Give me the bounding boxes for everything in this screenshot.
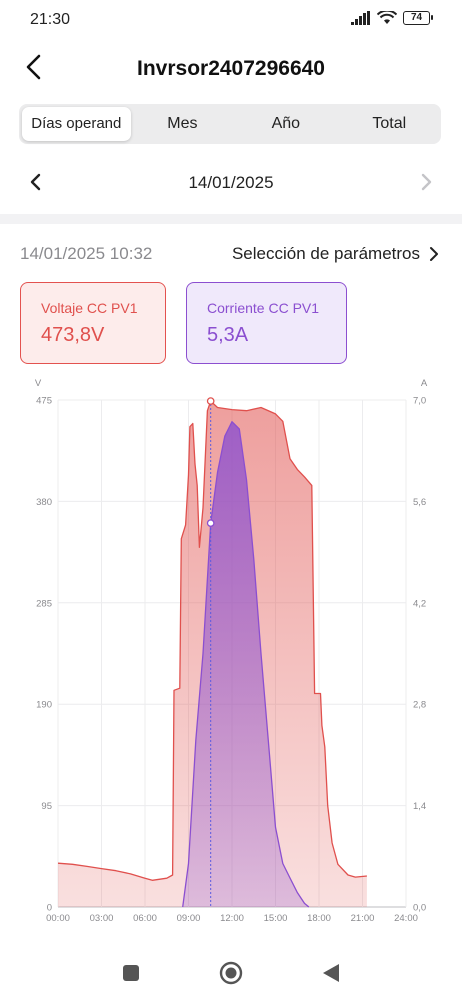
series-line-current: [182, 421, 310, 908]
left-axis-tick: 285: [36, 598, 52, 609]
x-axis-tick: 21:00: [351, 913, 375, 924]
left-axis-tick: 0: [47, 903, 52, 914]
left-axis-tick: 95: [41, 801, 52, 812]
status-icons: 74: [351, 11, 433, 25]
left-axis-tick: 380: [36, 497, 52, 508]
wifi-icon: [377, 11, 397, 24]
voltage-card[interactable]: Voltaje CC PV1 473,8V: [20, 282, 166, 364]
pv-chart[interactable]: V A 0 0,0 95 1,4 190 2,8 285 4,2 380 5,6 475 7,0 00:00…: [0, 372, 462, 932]
cursor-point-current: [206, 519, 215, 527]
cursor-point-voltage: [206, 397, 215, 405]
voltage-card-title: Voltaje CC PV1: [41, 300, 138, 316]
signal-icon: [351, 11, 370, 25]
x-axis-tick: 18:00: [307, 913, 331, 924]
cursor-timestamp: 14/01/2025 10:32: [20, 244, 153, 263]
system-navigation-bar: [0, 946, 462, 1000]
x-axis-tick: 09:00: [177, 913, 201, 924]
recent-apps-icon[interactable]: [118, 960, 144, 986]
x-axis-tick: 03:00: [90, 913, 114, 924]
next-date-icon[interactable]: [414, 170, 438, 194]
back-nav-icon[interactable]: [318, 960, 344, 986]
status-bar: 21:30 74: [0, 0, 462, 40]
x-axis-tick: 12:00: [220, 913, 244, 924]
x-axis-tick: 00:00: [46, 913, 70, 924]
right-axis-tick: 4,2: [413, 598, 426, 609]
date-navigation: 14/01/2025: [0, 160, 462, 204]
tab-ano[interactable]: Año: [271, 115, 301, 132]
series-line-voltage: [57, 400, 367, 881]
right-axis-tick: 2,8: [413, 700, 426, 711]
x-axis-tick: 06:00: [133, 913, 157, 924]
voltage-card-value: 473,8V: [41, 324, 105, 346]
period-tabs: Días operand Mes Año Total: [19, 104, 441, 144]
chevron-right-icon: [430, 247, 438, 261]
header: Invrsor2407296640: [0, 40, 462, 96]
date-label[interactable]: 14/01/2025: [188, 173, 274, 192]
back-icon[interactable]: [20, 52, 50, 82]
current-card-title: Corriente CC PV1: [207, 300, 320, 316]
current-card[interactable]: Corriente CC PV1 5,3A: [186, 282, 347, 364]
x-axis-tick: 15:00: [264, 913, 288, 924]
x-axis-tick: 24:00: [394, 913, 418, 924]
section-divider: [0, 214, 462, 224]
parameter-selection-label: Selección de parámetros: [231, 244, 420, 263]
right-axis-tick: 5,6: [413, 497, 426, 508]
right-axis-unit: A: [421, 378, 428, 389]
parameter-selection-button[interactable]: Selección de parámetros: [232, 244, 440, 264]
home-icon[interactable]: [218, 960, 244, 986]
battery-level: 74: [410, 12, 423, 23]
right-axis-tick: 1,4: [413, 801, 426, 812]
tab-mes[interactable]: Mes: [167, 115, 198, 132]
tab-dias-operand[interactable]: Días operand: [22, 107, 131, 141]
battery-icon: 74: [403, 11, 433, 25]
right-axis-tick: 7,0: [413, 396, 426, 407]
tab-total[interactable]: Total: [372, 115, 407, 132]
status-time: 21:30: [30, 11, 71, 28]
left-axis-unit: V: [35, 378, 42, 389]
series-area-current: [182, 421, 309, 907]
left-axis-tick: 475: [36, 396, 52, 407]
right-axis-tick: 0,0: [413, 903, 426, 914]
left-axis-tick: 190: [36, 700, 52, 711]
current-card-value: 5,3A: [207, 324, 249, 346]
page-title: Invrsor2407296640: [137, 57, 325, 80]
previous-date-icon[interactable]: [24, 170, 48, 194]
chart-canvas[interactable]: V A 0 0,0 95 1,4 190 2,8 285 4,2 380 5,6 475 7,0 00:00…: [0, 372, 462, 932]
